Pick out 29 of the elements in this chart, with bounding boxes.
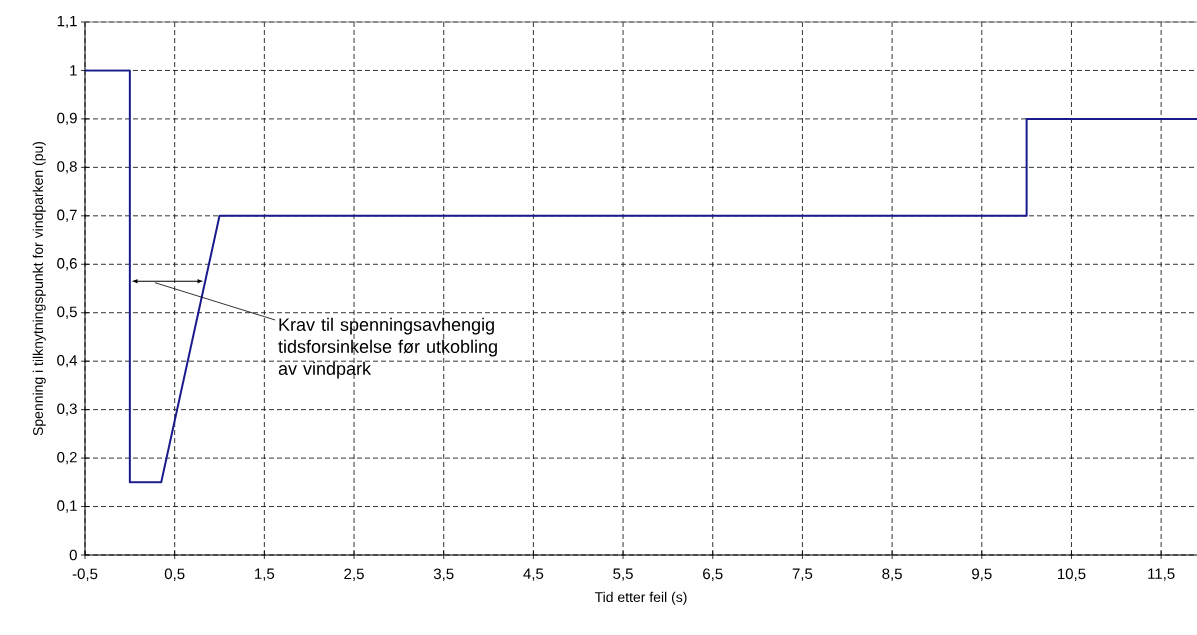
x-tick-label: 2,5: [344, 568, 364, 581]
x-tick-label: 11,5: [1148, 568, 1175, 581]
x-tick-label: 5,5: [613, 568, 633, 581]
x-tick-label: 7,5: [792, 568, 813, 581]
x-tick-label: 9,5: [972, 568, 992, 581]
x-tick-label: 10,5: [1058, 568, 1086, 581]
y-tick-label: 1: [70, 65, 77, 76]
x-tick-label: 4,5: [523, 568, 544, 581]
x-tick-label: 3,5: [433, 568, 454, 581]
y-tick-label: 0: [69, 549, 77, 561]
y-tick-label: 0,2: [57, 451, 77, 465]
y-tick-label: 0,4: [57, 354, 78, 368]
line-series: [84, 69, 1197, 484]
y-tick-label: 0,7: [57, 209, 77, 223]
y-tick-label: 0,8: [57, 161, 77, 174]
y-tick-label: 0,5: [57, 306, 77, 319]
x-tick-label: 6,5: [703, 568, 723, 581]
x-tick-label: -0,5: [72, 568, 98, 581]
y-axis-title: Spenning i tilknytningspunkt for vindparken (pu): [32, 141, 46, 436]
x-tick-label: 1,5: [255, 568, 275, 581]
y-tick-label: 0,1: [57, 500, 77, 513]
x-tick-label: 0,5: [164, 568, 185, 581]
y-tick-label: 0,3: [57, 403, 77, 416]
annotation: Krav til spenningsavhengig tidsforsinkelse før utkobling av vindpark: [278, 317, 497, 379]
y-tick-label: 0,6: [57, 258, 77, 271]
y-tick-label: 1,1: [57, 15, 77, 29]
y-tick-label: 0,9: [57, 112, 77, 126]
x-tick-label: 8,5: [882, 568, 902, 581]
x-axis-title: Tid etter feil (s): [594, 591, 687, 605]
